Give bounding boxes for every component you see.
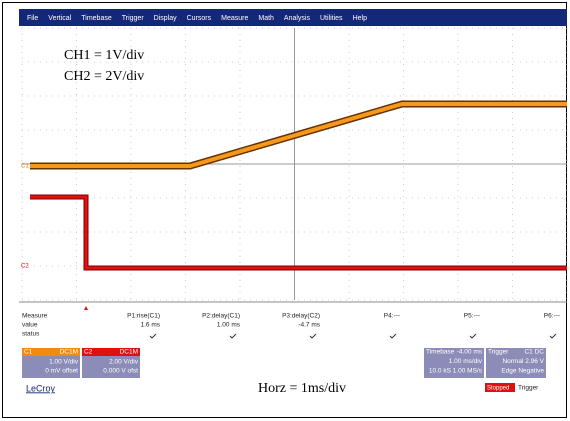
status-check [469,333,477,339]
measure-row-label: Measure [22,313,48,320]
measure-name: P6:--- [544,313,560,320]
menu-item[interactable]: Timebase [81,15,112,22]
measure-row-label: value [22,322,38,329]
channel-scale: 2.00 V/div [109,359,139,366]
timebase-delay: -4.00 ms [457,349,483,356]
measure-name: P4:--- [384,313,400,320]
measure-row-label: status [22,331,40,338]
measure-name: P3:delay(C2) [282,313,320,320]
menu-item[interactable]: Measure [221,15,248,22]
channel-scale: 1.00 V/div [49,359,79,366]
trigger-label: Trigger [488,349,509,356]
measure-value: 1.00 ms [217,322,241,329]
channel-offset: 0.000 V ofst [103,368,138,375]
measure-value: -4.7 ms [298,322,320,329]
measure-name: P1:rise(C1) [127,313,160,320]
channel-label: C1 [24,349,33,356]
annotation: Horz = 1ms/div [258,381,346,396]
menu-item[interactable]: Utilities [320,15,343,22]
timebase-label: Timebase [426,349,455,356]
channel-header [82,348,140,356]
channel-label: C2 [84,349,93,356]
annotation: CH2 = 2V/div [64,69,144,84]
status-check [549,333,557,339]
menu-bar [19,9,567,26]
menu-item[interactable]: File [27,15,38,22]
measure-table: Measure value status P1:rise(C1) 1.6 ms P2:de… [22,313,560,339]
trigger-marker [84,306,88,310]
status-check [229,333,237,339]
timebase-box[interactable] [424,348,484,378]
trigger-type: Edge Negative [501,368,544,375]
menu-item[interactable]: Help [353,15,368,22]
menu-item[interactable]: Vertical [48,15,71,22]
timebase-rate: 10.0 kS 1.00 MS/s [429,368,483,375]
status-check [389,333,397,339]
timebase-scale: 1.00 ms/div [449,358,483,365]
c2-trace [30,195,567,270]
c1-trace [30,102,567,168]
channel-coupling: DC1M [60,349,78,356]
status-check [309,333,317,339]
channel-header [22,348,80,356]
status-state: Stopped [487,386,509,392]
status-text: Trigger [518,385,539,392]
measure-name: P2:delay(C1) [202,313,240,320]
status-check [149,333,157,339]
c1-marker: C1 [21,164,29,170]
trigger-box[interactable] [486,348,546,378]
channel-offset: 0 mV offset [45,368,78,375]
menu-item[interactable]: Display [154,15,177,22]
c2-marker: C2 [21,264,29,270]
channel-coupling: DC1M [120,349,138,356]
menu-item[interactable]: Trigger [122,15,145,22]
trigger-mode: Normal 2.96 V [502,358,544,365]
brand: LeCroy [26,383,56,393]
menu-item[interactable]: Analysis [284,15,311,22]
trigger-source: C1 DC [524,349,544,356]
menu-item[interactable]: Math [258,15,274,22]
measure-value: 1.6 ms [140,322,160,329]
info-boxes: C1 DC1M 1.00 V/div 0 mV offset C2 DC1M 2.00 V/… [22,348,546,378]
annotation: CH1 = 1V/div [64,48,144,63]
measure-name: P5:--- [464,313,480,320]
status-box [485,383,515,392]
menu-item[interactable]: Cursors [187,15,212,22]
